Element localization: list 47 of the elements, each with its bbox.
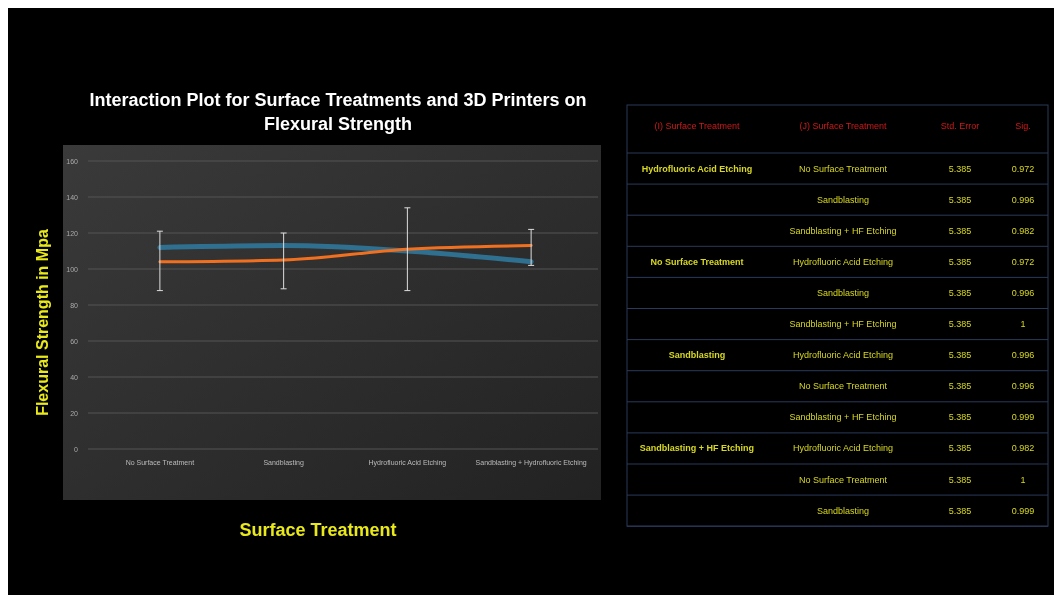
text: Hydrofluoric Acid Etching bbox=[792, 350, 894, 361]
text: Sandblasting + HF Etching bbox=[639, 443, 755, 454]
text: 0.996 bbox=[1011, 350, 1035, 361]
category-label: (J) Surface Treatment bbox=[799, 121, 888, 131]
text: No Surface Treatment bbox=[650, 256, 744, 267]
text: 0.999 bbox=[1011, 505, 1035, 516]
text: 0.996 bbox=[1011, 287, 1035, 298]
text: 5.385 bbox=[948, 319, 972, 330]
text: Sandblasting bbox=[668, 350, 726, 361]
text: Sandblasting + HF Etching bbox=[789, 319, 897, 330]
text: Sandblasting + HF Etching bbox=[789, 225, 897, 236]
text: Sandblasting bbox=[816, 194, 870, 205]
text: 1 bbox=[1020, 319, 1026, 330]
text: Hydrofluoric Acid Etching bbox=[641, 163, 753, 174]
category-label: Std. Error bbox=[940, 121, 980, 131]
text: Sandblasting bbox=[816, 505, 870, 516]
text: 5.385 bbox=[948, 256, 972, 267]
text: 0.996 bbox=[1011, 381, 1035, 392]
text: 0.972 bbox=[1011, 163, 1035, 174]
text: 5.385 bbox=[948, 381, 972, 392]
text: Sandblasting bbox=[816, 287, 870, 298]
text: 0.972 bbox=[1011, 256, 1035, 267]
text: No Surface Treatment bbox=[798, 474, 888, 485]
category-label: (I) Surface Treatment bbox=[654, 121, 741, 131]
text: 5.385 bbox=[948, 505, 972, 516]
text: No Surface Treatment bbox=[798, 163, 888, 174]
text: No Surface Treatment bbox=[798, 381, 888, 392]
text: Hydrofluoric Acid Etching bbox=[792, 256, 894, 267]
text: Sandblasting + HF Etching bbox=[789, 412, 897, 423]
text: 5.385 bbox=[948, 194, 972, 205]
text: 0.999 bbox=[1011, 412, 1035, 423]
chart-title: Interaction Plot for Surface Treatments and 3D Printers on Flexural Strength bbox=[89, 90, 587, 134]
text: 5.385 bbox=[948, 163, 972, 174]
text: 5.385 bbox=[948, 474, 972, 485]
text: 5.385 bbox=[948, 225, 972, 236]
x-axis-title: Surface Treatment bbox=[239, 520, 397, 540]
text: Hydrofluoric Acid Etching bbox=[792, 443, 894, 454]
category-label: Sig. bbox=[1015, 121, 1031, 131]
text: 5.385 bbox=[948, 350, 972, 361]
text: 5.385 bbox=[948, 443, 972, 454]
text: 0.982 bbox=[1011, 225, 1035, 236]
y-axis-title: Flexural Strength in Mpa bbox=[34, 229, 51, 416]
text: 5.385 bbox=[948, 412, 972, 423]
text: 5.385 bbox=[948, 287, 972, 298]
text: 0.996 bbox=[1011, 194, 1035, 205]
text: 1 bbox=[1020, 474, 1026, 485]
text: 0.982 bbox=[1011, 443, 1035, 454]
